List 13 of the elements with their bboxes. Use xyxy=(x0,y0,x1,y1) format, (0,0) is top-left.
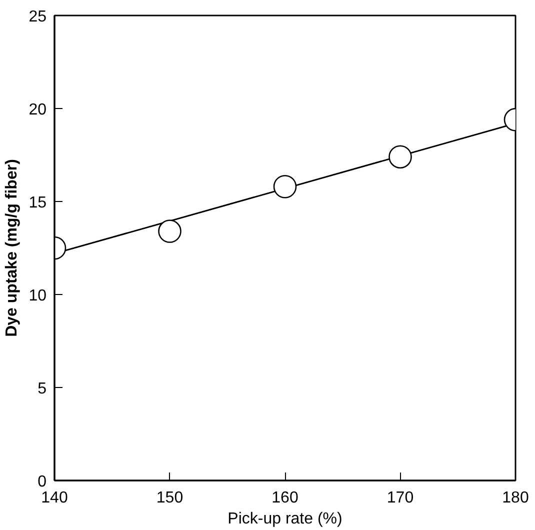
x-axis-title: Pick-up rate (%) xyxy=(228,510,342,528)
x-tick-label: 150 xyxy=(156,490,184,506)
y-tick-label: 5 xyxy=(38,380,47,398)
x-tick-label: 140 xyxy=(41,490,68,506)
x-tick-label: 170 xyxy=(386,490,414,506)
y-axis-title: Dye uptake (mg/g fiber) xyxy=(4,159,21,337)
y-tick-label: 20 xyxy=(28,102,47,118)
y-tick-label: 10 xyxy=(28,288,47,304)
y-tick-label: 0 xyxy=(38,474,47,490)
x-tick-label: 180 xyxy=(502,490,529,506)
y-tick-label: 15 xyxy=(28,194,47,212)
y-tick-label: 25 xyxy=(28,8,47,26)
x-tick-label: 160 xyxy=(272,490,298,506)
